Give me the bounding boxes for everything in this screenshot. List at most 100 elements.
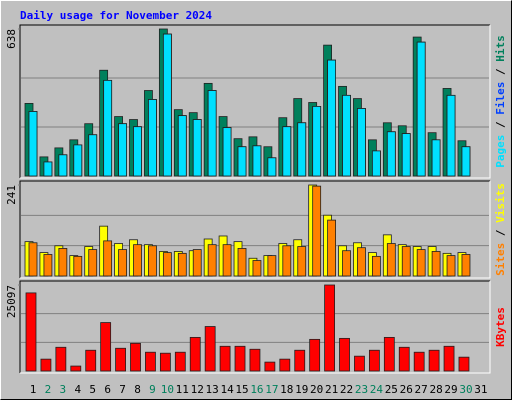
bar xyxy=(207,244,217,277)
bar xyxy=(398,346,410,372)
bar xyxy=(297,246,307,277)
bar xyxy=(130,342,141,372)
panel-border xyxy=(19,280,490,373)
bar xyxy=(73,144,83,177)
bar xyxy=(43,254,53,277)
bar xyxy=(222,244,232,277)
bar xyxy=(115,347,126,372)
x-tick-label: 28 xyxy=(429,383,442,396)
bar xyxy=(264,361,276,372)
bar xyxy=(413,351,425,372)
bar xyxy=(309,338,321,372)
bar xyxy=(88,134,98,177)
legend: Pages / Files / Hits xyxy=(494,35,507,168)
bar xyxy=(58,154,68,177)
bar xyxy=(103,79,113,177)
bar xyxy=(371,150,381,177)
legend: KBytes xyxy=(494,307,507,347)
bar xyxy=(133,244,142,277)
panel-border xyxy=(19,180,490,278)
legend: Sites / Visits xyxy=(494,183,507,276)
x-tick-label: 23 xyxy=(355,383,368,396)
bar xyxy=(416,41,426,177)
bar xyxy=(28,111,38,177)
bar xyxy=(446,94,456,177)
y-max-label: 241 xyxy=(5,185,18,205)
bar xyxy=(383,336,395,372)
bar xyxy=(222,127,232,177)
x-tick-label: 4 xyxy=(74,383,81,396)
bar xyxy=(368,349,380,372)
bar xyxy=(118,123,127,177)
legend-entry: Sites xyxy=(494,243,507,276)
x-tick-label: 10 xyxy=(161,383,174,396)
bar xyxy=(28,242,38,277)
x-tick-label: 22 xyxy=(340,383,353,396)
legend-entry: Files xyxy=(494,82,507,115)
x-tick-label: 8 xyxy=(134,383,141,396)
bar xyxy=(401,246,411,277)
bar xyxy=(294,349,306,372)
bar xyxy=(40,358,52,372)
x-tick-label: 24 xyxy=(370,383,384,396)
x-tick-label: 1 xyxy=(30,383,37,396)
x-tick-label: 3 xyxy=(60,383,67,396)
x-tick-label: 27 xyxy=(415,383,428,396)
bar xyxy=(249,348,261,372)
bar xyxy=(177,115,187,177)
bar xyxy=(159,352,171,372)
panel-border xyxy=(19,24,490,178)
bar xyxy=(88,249,98,277)
bar xyxy=(297,122,307,177)
bar xyxy=(386,131,396,177)
bar xyxy=(237,146,247,177)
bar xyxy=(162,252,172,277)
bar xyxy=(192,249,202,277)
x-tick-label: 21 xyxy=(325,383,338,396)
x-tick-label: 13 xyxy=(206,383,219,396)
x-tick-label: 17 xyxy=(265,383,278,396)
legend-entry: Visits xyxy=(494,183,507,223)
legend-separator: / xyxy=(494,62,507,82)
bar xyxy=(148,99,157,177)
bar xyxy=(148,245,157,277)
bar xyxy=(73,255,83,277)
bar xyxy=(204,326,216,372)
x-tick-label: 9 xyxy=(149,383,156,396)
x-tick-label: 30 xyxy=(459,383,472,396)
bar xyxy=(401,133,411,177)
bar xyxy=(282,245,292,277)
bar xyxy=(461,146,471,177)
x-tick-label: 29 xyxy=(444,383,457,396)
bar xyxy=(386,243,396,277)
bar xyxy=(446,255,456,277)
bar xyxy=(133,126,142,177)
legend-entry: KBytes xyxy=(494,307,507,347)
bar xyxy=(252,260,262,277)
bar xyxy=(43,161,53,177)
x-tick-label: 11 xyxy=(176,383,189,396)
bar xyxy=(207,90,217,177)
bar xyxy=(145,351,156,372)
bar xyxy=(237,248,247,277)
bar xyxy=(327,59,337,177)
bar xyxy=(371,255,381,277)
x-tick-label: 19 xyxy=(295,383,308,396)
bar xyxy=(443,345,455,372)
legend-separator: / xyxy=(494,223,507,243)
bar xyxy=(25,292,37,372)
bar xyxy=(234,345,246,372)
bar xyxy=(312,106,322,177)
x-tick-label: 7 xyxy=(119,383,126,396)
bar xyxy=(339,337,350,372)
bar xyxy=(189,336,201,372)
x-tick-label: 31 xyxy=(474,383,487,396)
x-tick-label: 6 xyxy=(104,383,111,396)
panel-border xyxy=(20,181,491,279)
bar xyxy=(416,249,426,277)
bar xyxy=(279,358,291,372)
bar xyxy=(327,219,337,277)
